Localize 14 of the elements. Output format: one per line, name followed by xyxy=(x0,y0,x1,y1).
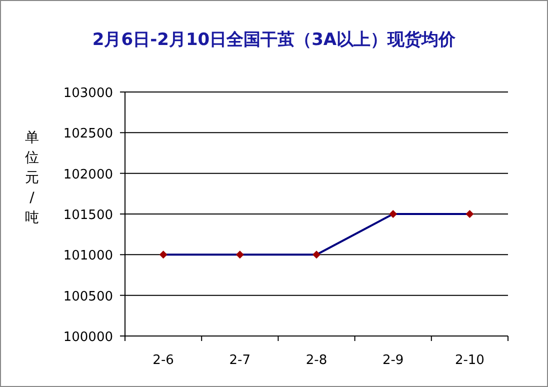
y-tick-label: 102000 xyxy=(63,167,113,182)
y-axis-title: 单位元/吨 xyxy=(25,130,39,226)
x-tick-label: 2-7 xyxy=(229,353,251,368)
y-tick-label: 100000 xyxy=(63,330,113,345)
y-tick-label: 101000 xyxy=(63,248,113,264)
y-tick-label: 100500 xyxy=(63,289,113,304)
x-tick-label: 2-6 xyxy=(152,353,174,368)
y-tick-label: 103000 xyxy=(63,86,113,101)
y-tick-label: 102500 xyxy=(63,126,113,142)
y-tick-label: 101500 xyxy=(63,208,113,223)
x-tick-label: 2-10 xyxy=(454,353,484,368)
chart-title: 2月6日-2月10日全国干茧（3A以上）现货均价 xyxy=(92,30,457,50)
x-tick-label: 2-8 xyxy=(306,353,328,368)
x-tick-label: 2-9 xyxy=(382,353,404,368)
